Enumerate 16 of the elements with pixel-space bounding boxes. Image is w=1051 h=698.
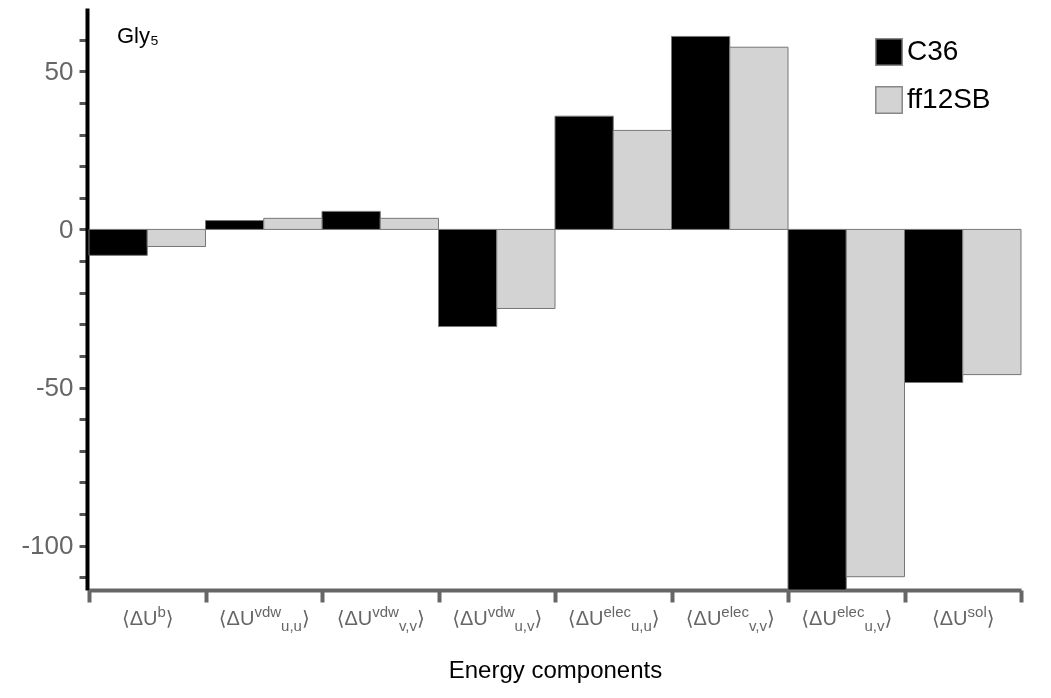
x-tick-label: ⟨ΔU$^{vdw}$$_{v,v}$⟩ — [336, 602, 425, 634]
y-tick-label: 0 — [59, 213, 74, 244]
x-tick-label: ⟨ΔU$^{elec}$$_{u,v}$⟩ — [801, 602, 893, 634]
x-tick-label: ⟨ΔU$^{elec}$$_{v,v}$⟩ — [685, 602, 775, 634]
x-tick-label: ⟨ΔU$^{b}$⟩ — [121, 602, 174, 629]
legend-label: ff12SB — [907, 83, 991, 114]
y-tick-label: 50 — [44, 55, 74, 86]
legend-label: C36 — [907, 35, 959, 66]
y-tick-label: -50 — [35, 372, 74, 403]
x-tick-label: ⟨ΔU$^{vdw}$$_{u,v}$⟩ — [452, 602, 543, 634]
x-tick-label: ⟨ΔU$^{sol}$⟩ — [931, 602, 995, 629]
x-tick-label: ⟨ΔU$^{elec}$$_{u,u}$⟩ — [567, 602, 660, 634]
x-axis-title: Energy components — [448, 655, 663, 683]
x-tick-label: ⟨ΔU$^{vdw}$$_{u,u}$⟩ — [218, 602, 310, 634]
text: Gly₅ — [117, 23, 159, 48]
y-tick-label: -100 — [21, 530, 74, 561]
